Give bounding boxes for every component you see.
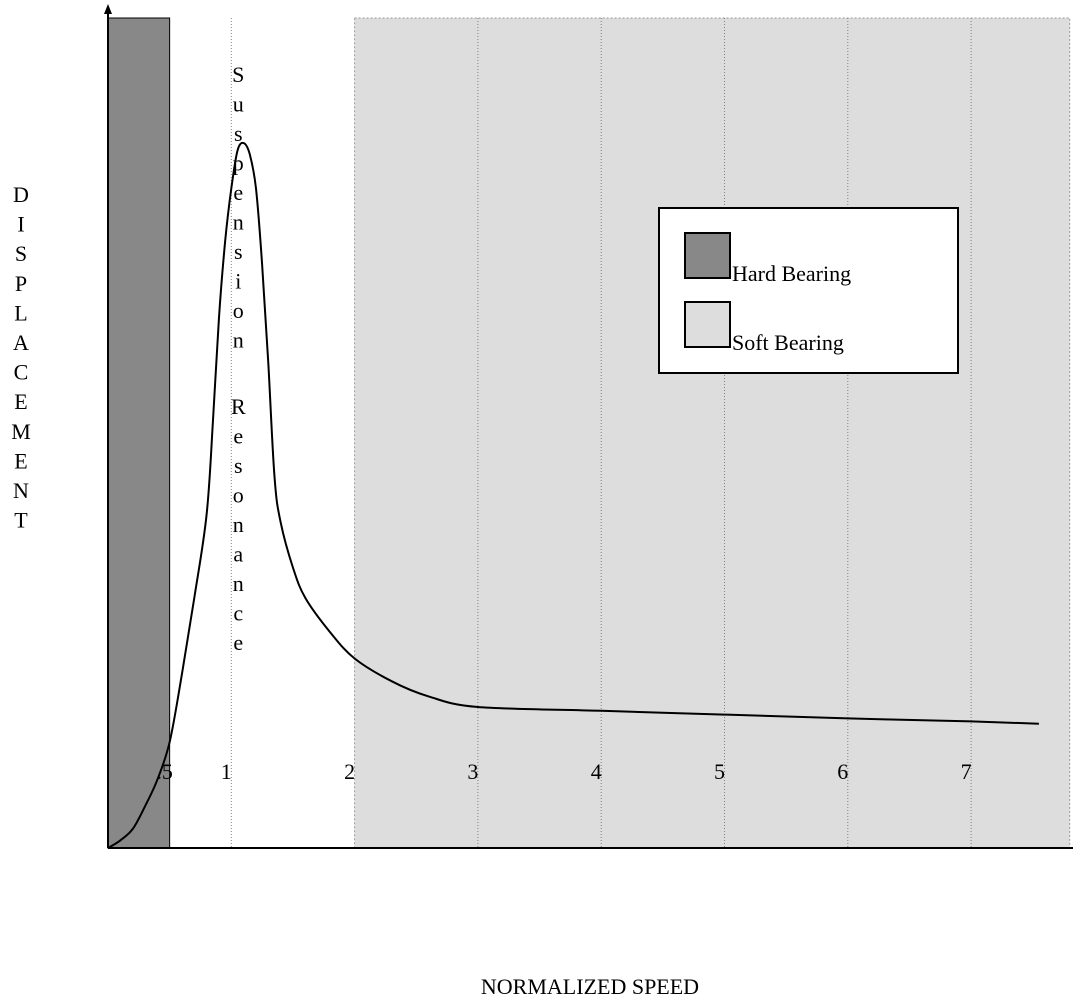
annotation-letter: p bbox=[233, 151, 244, 176]
region-hard-bearing bbox=[107, 17, 171, 849]
annotation-letter: a bbox=[233, 542, 243, 567]
y-axis-title-letter: E bbox=[14, 389, 27, 414]
annotation-letter: s bbox=[234, 453, 243, 478]
x-tick-label: 6 bbox=[837, 759, 848, 784]
y-axis-title-letter: A bbox=[13, 330, 29, 355]
annotation-letter: c bbox=[233, 601, 243, 626]
annotation-letter: e bbox=[233, 630, 243, 655]
x-tick-label: 1 bbox=[221, 759, 232, 784]
legend-label: Soft Bearing bbox=[732, 330, 844, 355]
annotation-letter: o bbox=[233, 298, 244, 323]
annotation-letter: s bbox=[234, 239, 243, 264]
legend-swatch bbox=[684, 301, 731, 348]
y-axis-title-letter: P bbox=[15, 271, 27, 296]
x-tick-label: 2 bbox=[344, 759, 355, 784]
y-axis-title-letter: E bbox=[14, 448, 27, 473]
y-axis-title-letter: L bbox=[14, 300, 27, 325]
annotation-letter: n bbox=[233, 571, 244, 596]
x-tick-label: 5 bbox=[714, 759, 725, 784]
annotation-letter: i bbox=[235, 269, 241, 294]
annotation-letter: S bbox=[232, 62, 244, 87]
annotation-letter: u bbox=[233, 92, 244, 117]
y-axis-title-letter: N bbox=[13, 478, 29, 503]
axes bbox=[104, 4, 1073, 849]
legend-label: Hard Bearing bbox=[732, 261, 851, 286]
legend-swatch bbox=[684, 232, 731, 279]
y-axis-title-letter: T bbox=[14, 508, 28, 533]
annotation-letter: o bbox=[233, 483, 244, 508]
y-axis-title-letter: D bbox=[13, 182, 29, 207]
x-tick-label: 4 bbox=[591, 759, 602, 784]
region-soft-bearing bbox=[354, 17, 1071, 849]
x-tick-label: 7 bbox=[961, 759, 972, 784]
y-axis-title-letter: C bbox=[14, 360, 29, 385]
annotation-letter: n bbox=[233, 210, 244, 235]
annotation-letter: s bbox=[234, 121, 243, 146]
gridlines bbox=[230, 18, 972, 848]
displacement-curve bbox=[107, 141, 1039, 849]
annotation-letter: e bbox=[233, 180, 243, 205]
annotation-letter: R bbox=[231, 394, 246, 419]
series-layer bbox=[107, 141, 1039, 849]
legend: Hard Bearing Soft Bearing bbox=[658, 207, 959, 374]
y-axis-title-letter: S bbox=[15, 241, 27, 266]
x-tick-label: .5 bbox=[156, 759, 173, 784]
x-axis-title: NORMALIZED SPEED bbox=[481, 974, 699, 999]
x-tick-label: 3 bbox=[467, 759, 478, 784]
annotation-letter: n bbox=[233, 328, 244, 353]
y-axis-title-letter: I bbox=[17, 212, 24, 237]
y-axis-arrow-icon bbox=[104, 4, 112, 14]
y-axis-title-letter: M bbox=[11, 419, 31, 444]
x-tick-labels: .5 1 2 3 4 5 6 7 bbox=[156, 759, 971, 784]
annotation-letter: n bbox=[233, 512, 244, 537]
bearing-regions bbox=[107, 17, 1071, 849]
annotation-letter: e bbox=[233, 424, 243, 449]
